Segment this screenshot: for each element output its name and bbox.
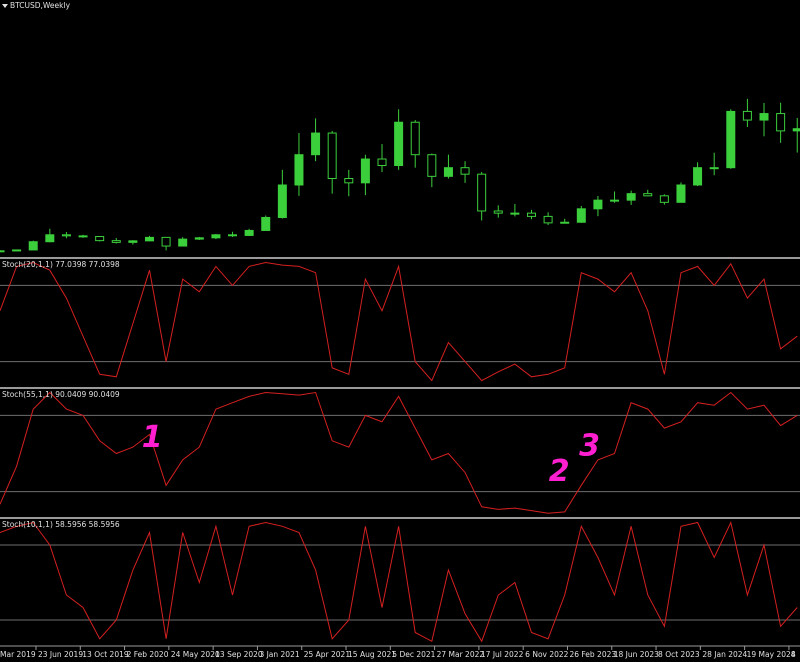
candle-body bbox=[626, 193, 636, 201]
candle-body bbox=[742, 110, 752, 121]
candle-body bbox=[659, 195, 669, 203]
candle-body bbox=[610, 199, 620, 202]
candle-body bbox=[526, 212, 536, 217]
x-tick-label: 13 Sep 2020 bbox=[215, 650, 263, 659]
x-tick-label: 8 Oct 2023 bbox=[658, 650, 700, 659]
candle-body bbox=[360, 158, 370, 184]
candle-body bbox=[477, 173, 487, 212]
handwritten-annotation: 3 bbox=[579, 429, 600, 464]
handwritten-annotation: 1 bbox=[142, 420, 163, 455]
x-tick-label: 15 Aug 2021 bbox=[348, 650, 396, 659]
candle-body bbox=[443, 167, 453, 177]
indicator-label: Stoch(55,1,1) 90.0409 90.0409 bbox=[2, 390, 120, 399]
candle-body bbox=[776, 113, 786, 132]
candle-body bbox=[311, 132, 321, 156]
candle-body bbox=[211, 234, 221, 239]
candle-body bbox=[344, 178, 354, 184]
candle-body bbox=[294, 154, 304, 186]
candle-body bbox=[560, 221, 570, 224]
stochastic-line bbox=[0, 261, 798, 382]
candle-body bbox=[394, 121, 404, 167]
candle-body bbox=[194, 237, 204, 240]
indicator-label: Stoch(10,1,1) 58.5956 58.5956 bbox=[2, 520, 120, 529]
x-tick-label: 24 May 2020 bbox=[171, 650, 220, 659]
symbol-menu-arrow[interactable] bbox=[2, 4, 8, 8]
candle-body bbox=[510, 212, 520, 215]
x-tick-label: 26 Feb 2023 bbox=[569, 650, 616, 659]
candle-body bbox=[228, 234, 238, 237]
x-tick-label: 27 Mar 2022 bbox=[437, 650, 485, 659]
candle-body bbox=[0, 250, 5, 253]
x-tick-label: 6 Nov 2022 bbox=[525, 650, 568, 659]
candle-body bbox=[377, 158, 387, 167]
candle-body bbox=[759, 113, 769, 121]
candle-body bbox=[261, 216, 271, 231]
candle-body bbox=[178, 238, 188, 247]
candle-body bbox=[493, 210, 503, 214]
candle-body bbox=[78, 235, 88, 238]
candle-body bbox=[726, 110, 736, 169]
candle-body bbox=[61, 234, 71, 237]
candle-body bbox=[676, 184, 686, 203]
candle-body bbox=[709, 167, 719, 170]
candle-body bbox=[543, 215, 553, 224]
candle-body bbox=[161, 236, 171, 247]
candle-body bbox=[277, 184, 287, 218]
x-tick-label: 13 Oct 2019 bbox=[82, 650, 129, 659]
candle-body bbox=[12, 249, 22, 252]
x-tick-label: 3 Jan 2021 bbox=[259, 650, 299, 659]
candle-body bbox=[460, 167, 470, 175]
candle-body bbox=[693, 167, 703, 186]
x-tick-label: 25 Apr 2021 bbox=[304, 650, 351, 659]
candle-body bbox=[593, 199, 603, 210]
candle-body bbox=[45, 234, 55, 243]
candle-body bbox=[128, 240, 138, 243]
candle-body bbox=[410, 121, 420, 156]
indicator-label: Stoch(20,1,1) 77.0398 77.0398 bbox=[2, 260, 120, 269]
handwritten-annotation: 2 bbox=[549, 454, 570, 489]
candle-body bbox=[111, 240, 121, 243]
x-tick-label: 2 Feb 2020 bbox=[127, 650, 169, 659]
x-tick-label: 23 Jun 2019 bbox=[38, 650, 83, 659]
x-tick-label: 28 Jan 2024 bbox=[702, 650, 747, 659]
symbol-title: BTCUSD,Weekly bbox=[10, 1, 71, 10]
x-tick-label: 17 Jul 2022 bbox=[481, 650, 524, 659]
x-tick-label: 19 May 2024 bbox=[747, 650, 796, 659]
candle-body bbox=[327, 132, 337, 180]
candle-body bbox=[792, 128, 800, 132]
candle-body bbox=[144, 236, 154, 242]
candle-body bbox=[643, 193, 653, 197]
candle-body bbox=[576, 208, 586, 223]
x-tick-label: Mar 2019 bbox=[0, 650, 36, 659]
candle-body bbox=[95, 236, 105, 242]
stochastic-line bbox=[0, 520, 798, 643]
candle-body bbox=[427, 154, 437, 177]
x-tick-label: 5 Dec 2021 bbox=[392, 650, 435, 659]
stochastic-line bbox=[0, 391, 798, 514]
x-tick-label: 18 Jun 2023 bbox=[614, 650, 659, 659]
candle-body bbox=[28, 241, 38, 251]
candle-body bbox=[244, 229, 254, 236]
x-tick-label: 8 bbox=[791, 650, 796, 659]
